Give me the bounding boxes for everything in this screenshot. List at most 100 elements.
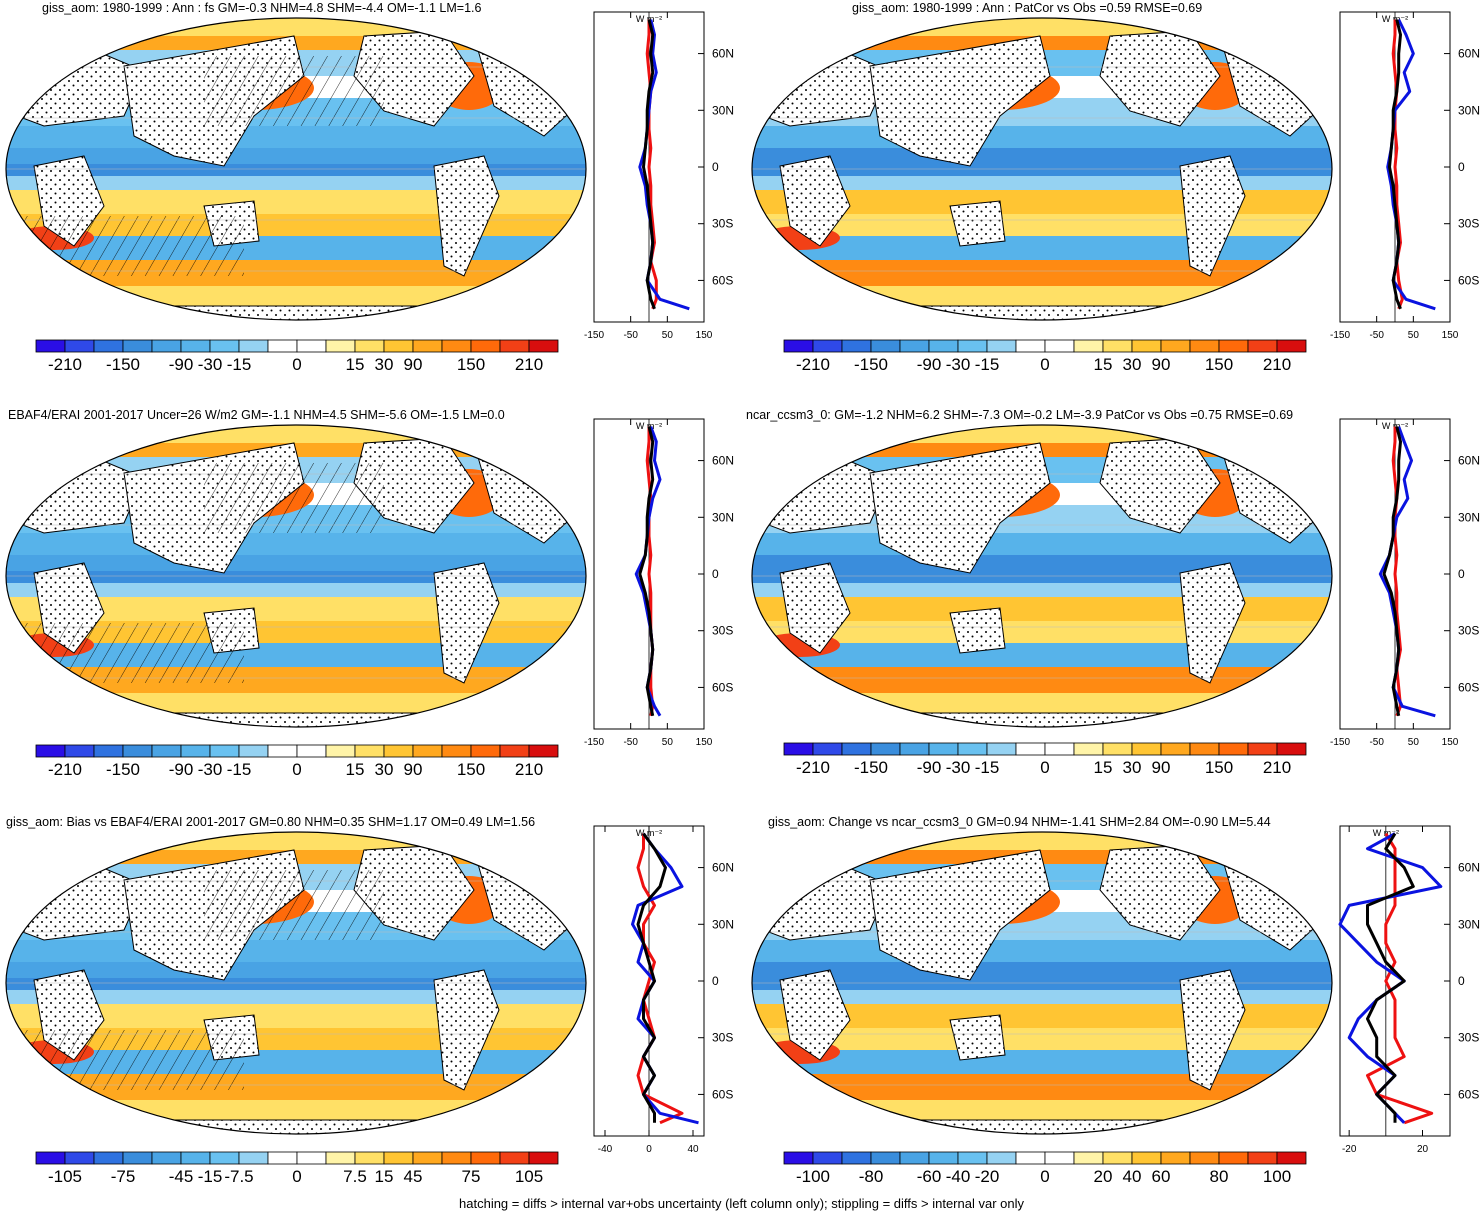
x-tick-label: 150 <box>1442 737 1459 748</box>
colorbar-swatch <box>1276 742 1307 756</box>
lat-label: 30N <box>1458 103 1480 117</box>
x-tick-label: 150 <box>1442 330 1459 341</box>
zonal-series-red <box>636 833 684 1125</box>
colorbar-label: -15 <box>227 760 252 779</box>
colorbar-swatch <box>441 1151 472 1165</box>
colorbar-label: -90 <box>917 355 942 374</box>
colorbar-swatch <box>180 339 211 353</box>
zonal-series-black <box>1366 832 1415 1123</box>
colorbar-label: -75 <box>111 1167 136 1186</box>
x-tick-label: -50 <box>1369 330 1384 341</box>
colorbar-swatch <box>1218 1151 1249 1165</box>
colorbar-swatch <box>870 1151 901 1165</box>
colorbar-label: -210 <box>48 355 82 374</box>
panel-3: EBAF4/ERAI 2001-2017 Uncer=26 W/m2 GM=-1… <box>0 405 740 795</box>
colorbar-label: 20 <box>1094 1167 1113 1186</box>
colorbar-label: -15 <box>198 1167 223 1186</box>
colorbar-swatch <box>209 339 240 353</box>
colorbar-swatch <box>1247 339 1278 353</box>
colorbar-swatch <box>499 339 530 353</box>
zonal-mean-plot: W m⁻² -150 -50 50 150 60N 30N 0 30S 60S <box>580 8 740 358</box>
colorbar-label: 210 <box>1263 758 1291 777</box>
colorbar-swatch <box>93 1151 124 1165</box>
colorbar-swatch <box>1276 1151 1307 1165</box>
lat-label: 30N <box>712 510 734 524</box>
colorbar: -210 -150 -90 -30 -15 0 15 30 90 150 210 <box>783 339 1326 380</box>
map-border <box>5 17 587 321</box>
x-tick-label: 150 <box>696 737 713 748</box>
colorbar-swatch <box>325 1151 356 1165</box>
colorbar-swatch <box>928 1151 959 1165</box>
colorbar-swatch <box>180 744 211 758</box>
footer-note: hatching = diffs > internal var+obs unce… <box>459 1196 1024 1211</box>
colorbar-swatch <box>1102 742 1133 756</box>
colorbar-swatch <box>783 1151 814 1165</box>
colorbar-swatch <box>1160 1151 1191 1165</box>
colorbar-label: -15 <box>227 355 252 374</box>
colorbar-swatch <box>1102 1151 1133 1165</box>
colorbar-label: 150 <box>457 760 485 779</box>
colorbar-label: 15 <box>375 1167 394 1186</box>
colorbar-swatch <box>180 1151 211 1165</box>
lat-label: 60N <box>1458 861 1480 875</box>
colorbar-label: -45 <box>169 1167 194 1186</box>
zonal-mean-plot: W m⁻² -20 20 60N 30N 0 30S 60S <box>1326 822 1483 1172</box>
stippling <box>780 970 850 1060</box>
colorbar-swatch <box>1044 339 1075 353</box>
stippling <box>1180 156 1245 276</box>
colorbar-label: -105 <box>48 1167 82 1186</box>
x-tick-label: -150 <box>584 737 604 748</box>
colorbar-label: 0 <box>292 760 301 779</box>
colorbar-swatch <box>354 339 385 353</box>
zonal-series-red <box>645 19 658 310</box>
colorbar-swatch <box>35 1151 66 1165</box>
colorbar-swatch <box>1160 742 1191 756</box>
colorbar-swatch <box>1218 742 1249 756</box>
stippling <box>870 850 1050 980</box>
colorbar-swatch <box>1015 1151 1046 1165</box>
zonal-series-black <box>642 19 656 310</box>
lat-label: 0 <box>1458 160 1465 174</box>
zonal-series-red <box>1391 426 1402 717</box>
lat-label: 60S <box>712 680 733 694</box>
colorbar-swatch <box>499 1151 530 1165</box>
colorbar-swatch <box>209 744 240 758</box>
field-band <box>6 425 586 443</box>
colorbar-swatch <box>441 339 472 353</box>
colorbar-swatch <box>93 339 124 353</box>
panel-title: giss_aom: Bias vs EBAF4/ERAI 2001-2017 G… <box>6 815 536 829</box>
field-band <box>752 236 1332 260</box>
colorbar-swatch <box>412 339 443 353</box>
colorbar-swatch <box>841 742 872 756</box>
colorbar-label: -30 <box>946 758 971 777</box>
lat-label: 30S <box>712 624 733 638</box>
colorbar-swatch <box>296 1151 327 1165</box>
colorbar-label: 30 <box>375 760 394 779</box>
colorbar-swatch <box>841 1151 872 1165</box>
map-border <box>5 424 587 728</box>
hatching <box>204 463 384 533</box>
colorbar-swatch <box>841 339 872 353</box>
zonal-series-black <box>638 426 655 717</box>
field-band <box>752 643 1332 667</box>
x-tick-label: -40 <box>598 1144 613 1155</box>
lat-label: 60S <box>1458 1087 1479 1101</box>
map <box>750 830 1334 1136</box>
colorbar-swatch <box>1044 1151 1075 1165</box>
lat-label: 30N <box>712 103 734 117</box>
colorbar-swatch <box>64 744 95 758</box>
colorbar-swatch <box>441 744 472 758</box>
panel-title: giss_aom: 1980-1999 : Ann : fs GM=-0.3 N… <box>42 1 482 15</box>
colorbar-label: 15 <box>346 355 365 374</box>
stippling <box>434 156 499 276</box>
panel-4: ncar_ccsm3_0: GM=-1.2 NHM=6.2 SHM=-7.3 O… <box>740 405 1483 795</box>
map <box>750 423 1334 729</box>
colorbar-swatch <box>928 339 959 353</box>
x-tick-label: 50 <box>662 330 674 341</box>
hatching <box>204 870 384 940</box>
x-tick-label: -150 <box>584 330 604 341</box>
field-band <box>752 533 1332 555</box>
colorbar-label: -60 <box>917 1167 942 1186</box>
lat-label: 60S <box>712 1087 733 1101</box>
colorbar-swatch <box>528 1151 559 1165</box>
